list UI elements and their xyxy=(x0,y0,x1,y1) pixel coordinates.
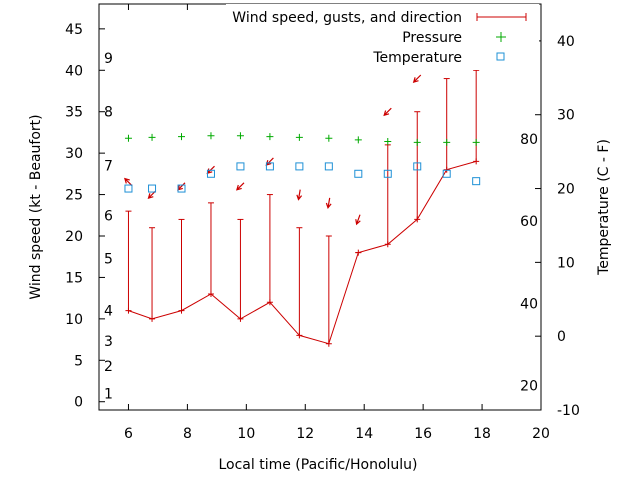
beaufort-label: 1 xyxy=(104,386,113,402)
y-right-tick-label: -10 xyxy=(557,403,580,419)
pressure-point xyxy=(266,133,274,141)
temperature-point xyxy=(383,169,392,178)
beaufort-label: 2 xyxy=(104,359,113,375)
wind-speed-point xyxy=(125,307,132,314)
legend-background xyxy=(226,4,539,70)
temperature-point xyxy=(324,162,333,171)
y-left-tick-label: 0 xyxy=(74,395,83,411)
fahrenheit-label: 40 xyxy=(520,297,538,313)
legend: Wind speed, gusts, and direction Pressur… xyxy=(226,4,539,70)
temperature-point xyxy=(206,169,215,178)
pressure-point xyxy=(236,132,244,140)
x-tick-label: 14 xyxy=(355,426,373,442)
y-left-tick-label: 45 xyxy=(65,22,83,38)
pressure-point xyxy=(178,133,186,141)
x-tick-label: 12 xyxy=(296,426,314,442)
pressure-point xyxy=(124,134,132,142)
fahrenheit-label: 60 xyxy=(520,214,538,230)
series-layer xyxy=(124,34,481,347)
y-axis-label-right: Temperature (C - F) xyxy=(596,139,612,276)
temperature-point xyxy=(472,177,481,186)
y-right-tick-label: 40 xyxy=(557,34,575,50)
temperature-point xyxy=(295,162,304,171)
legend-sample-temperature xyxy=(496,52,505,61)
y-right-tick-label: 10 xyxy=(557,255,575,271)
temperature-point xyxy=(177,184,186,193)
beaufort-label: 9 xyxy=(104,51,113,67)
wind-direction-arrow xyxy=(325,197,332,210)
wind-speed-point xyxy=(207,291,214,297)
y-right-tick-label: 0 xyxy=(557,329,566,345)
wind-direction-arrow xyxy=(355,214,361,226)
legend-sample-wind xyxy=(476,13,527,21)
fahrenheit-label: 80 xyxy=(520,132,538,148)
fahrenheit-label: 20 xyxy=(520,379,538,395)
pressure-point xyxy=(325,134,333,142)
legend-label-pressure: Pressure xyxy=(402,30,462,46)
x-tick-label: 10 xyxy=(237,426,255,442)
wind-direction-arrow xyxy=(124,177,133,187)
pressure-point xyxy=(148,133,156,141)
pressure-point xyxy=(472,138,480,146)
pressure-point xyxy=(354,136,362,144)
y-axis-label-left: Wind speed (kt - Beaufort) xyxy=(28,114,44,299)
wind-speed-point xyxy=(473,158,480,165)
x-tick-label: 18 xyxy=(473,426,491,442)
axis-ticks: 6 8 10 12 14 16 18 20051015202530354045-1001020… xyxy=(65,4,580,442)
wind-speed-point xyxy=(414,216,421,223)
temperature-point xyxy=(236,162,245,171)
temperature-point xyxy=(148,184,157,193)
wind-speed-point xyxy=(384,241,391,248)
y-left-tick-label: 10 xyxy=(65,312,83,328)
labels-layer: Local time (Pacific/Honolulu) Wind speed… xyxy=(28,114,612,473)
x-tick-label: 16 xyxy=(414,426,432,442)
legend-label-wind: Wind speed, gusts, and direction xyxy=(232,10,462,26)
y-right-tick-label: 20 xyxy=(557,182,575,198)
x-axis-label: Local time (Pacific/Honolulu) xyxy=(218,457,417,473)
legend-label-temperature: Temperature xyxy=(372,50,462,66)
beaufort-label: 6 xyxy=(104,208,113,224)
wind-direction-arrow xyxy=(296,189,303,201)
pressure-point xyxy=(207,132,215,140)
x-tick-label: 8 xyxy=(183,426,192,442)
wind-speed-point xyxy=(237,315,244,322)
y-left-tick-label: 35 xyxy=(65,105,83,121)
y-left-tick-label: 25 xyxy=(65,188,83,204)
wind-direction-arrow xyxy=(236,182,245,191)
wind-speed-point xyxy=(325,340,332,347)
legend-sample-pressure xyxy=(496,32,506,42)
y-left-tick-label: 5 xyxy=(74,353,83,369)
wind-speed-point xyxy=(443,166,450,173)
temperature-point xyxy=(265,162,274,171)
y-right-tick-label: 30 xyxy=(557,108,575,124)
wind-speed-point xyxy=(149,315,156,322)
pressure-point xyxy=(413,138,421,146)
pressure-point xyxy=(443,138,451,146)
wind-direction-arrow xyxy=(383,107,392,117)
beaufort-label: 4 xyxy=(104,304,113,320)
x-tick-label: 20 xyxy=(532,426,550,442)
temperature-point xyxy=(413,162,422,171)
y-left-tick-label: 20 xyxy=(65,229,83,245)
y-left-tick-label: 40 xyxy=(65,63,83,79)
beaufort-label: 8 xyxy=(104,105,113,121)
temperature-point xyxy=(124,184,133,193)
beaufort-label: 7 xyxy=(104,159,113,175)
beaufort-label: 5 xyxy=(104,251,113,267)
wind-speed-point xyxy=(296,332,303,339)
wind-speed-point xyxy=(178,307,185,314)
wind-speed-point xyxy=(355,249,362,256)
temperature-point xyxy=(354,169,363,178)
temperature-point xyxy=(442,169,451,178)
y-left-tick-label: 30 xyxy=(65,146,83,162)
pressure-point xyxy=(384,138,392,146)
y-left-tick-label: 15 xyxy=(65,270,83,286)
x-tick-label: 6 xyxy=(124,426,133,442)
wind-speed-point xyxy=(266,299,273,306)
wind-direction-arrow xyxy=(412,74,422,83)
beaufort-label: 3 xyxy=(104,334,113,350)
pressure-point xyxy=(295,133,303,141)
